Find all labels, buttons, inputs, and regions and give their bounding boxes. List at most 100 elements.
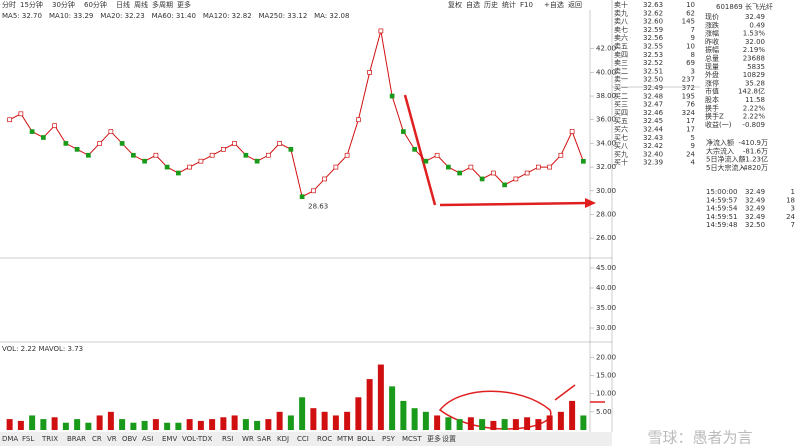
indicator-tab[interactable]: VR xyxy=(107,435,117,443)
tab[interactable]: 60分钟 xyxy=(84,0,107,9)
book-price: 32.59 xyxy=(643,26,663,34)
volume-bar xyxy=(512,419,519,430)
y-tick-label: 5.00 xyxy=(596,408,612,416)
quote-label: 市值 xyxy=(705,87,719,96)
trade-price: 32.49 xyxy=(745,196,765,204)
book-volume: 69 xyxy=(686,59,695,67)
candle xyxy=(378,28,384,34)
tab[interactable]: 历史 xyxy=(484,0,498,9)
low-label: 28.63 xyxy=(308,203,328,211)
tab[interactable]: 15分钟 xyxy=(20,0,43,9)
book-label: 卖六 xyxy=(614,33,628,42)
book-label: 买五 xyxy=(614,117,628,125)
volume-bar xyxy=(231,415,238,430)
tab[interactable]: 更多 xyxy=(177,0,191,9)
book-label: 卖二 xyxy=(614,67,628,75)
candle xyxy=(41,135,46,140)
y-tick-label: 34.00 xyxy=(596,139,616,147)
indicator-tab[interactable]: OBV xyxy=(122,435,137,443)
tab[interactable]: 返回 xyxy=(568,1,582,9)
candle xyxy=(401,129,406,134)
book-volume: 10 xyxy=(686,1,695,9)
book-volume: 324 xyxy=(682,109,696,117)
indicator-tab[interactable]: ROC xyxy=(317,435,332,443)
flow-label: 大宗流入 xyxy=(706,146,734,155)
book-price: 32.40 xyxy=(643,150,663,158)
indicator-tab[interactable]: EMV xyxy=(162,435,177,443)
book-label: 卖一 xyxy=(614,76,628,84)
volume-bar xyxy=(62,422,69,430)
quote-label: 股本 xyxy=(705,95,719,104)
tab[interactable]: 复权 xyxy=(448,0,462,9)
candle xyxy=(524,170,530,176)
tab[interactable]: 统计 xyxy=(502,0,516,9)
tab[interactable]: F10 xyxy=(520,1,533,9)
quote-label: 现量 xyxy=(705,63,719,71)
volume-bar xyxy=(321,411,328,430)
indicator-tab[interactable]: MCST xyxy=(402,435,422,443)
indicator-tab[interactable]: CCI xyxy=(297,435,309,443)
quote-label: 总量 xyxy=(705,54,719,63)
indicator-tab[interactable]: FSL xyxy=(22,435,34,443)
candle xyxy=(153,152,159,158)
book-label: 买六 xyxy=(614,125,628,134)
volume-bar xyxy=(580,415,587,430)
indicator-tab[interactable]: DMA xyxy=(2,435,18,443)
flow-value: -1.23亿 xyxy=(743,155,768,164)
indicator-tab[interactable]: PSY xyxy=(382,435,396,443)
y-tick-label: 30.00 xyxy=(596,324,616,332)
indicator-tab[interactable]: KDJ xyxy=(277,435,289,443)
candle xyxy=(344,152,350,158)
candle xyxy=(243,152,249,158)
book-label: 买九 xyxy=(614,149,628,158)
tab[interactable]: 分时 xyxy=(2,0,16,9)
indicator-tab[interactable]: 设置 xyxy=(442,434,456,443)
tab[interactable]: 30分钟 xyxy=(52,0,75,9)
indicator-tab[interactable]: RSI xyxy=(222,435,233,443)
tab[interactable]: 日线 xyxy=(116,0,130,9)
candle xyxy=(119,141,125,146)
book-volume: 8 xyxy=(691,51,695,59)
volume-bar xyxy=(141,420,148,430)
quote-label: 振幅 xyxy=(705,45,719,54)
annotation-arrow xyxy=(403,94,591,207)
indicator-tab[interactable]: MTM xyxy=(337,435,353,443)
volume-bar xyxy=(366,379,373,430)
y-tick-label: 30.00 xyxy=(596,187,616,195)
book-price: 32.63 xyxy=(643,1,663,9)
candle xyxy=(97,141,102,146)
candle xyxy=(569,129,575,134)
book-price: 32.60 xyxy=(643,18,663,26)
indicator-tab[interactable]: VOL-TDX xyxy=(182,435,213,443)
indicator-tab[interactable]: 更多 xyxy=(427,434,441,443)
indicator-tab[interactable]: WR xyxy=(242,435,254,443)
trade-price: 32.49 xyxy=(745,188,765,196)
indicator-tab[interactable]: SAR xyxy=(257,435,271,443)
indicator-tab[interactable]: BRAR xyxy=(67,435,86,443)
tab[interactable]: 多周期 xyxy=(152,0,173,9)
volume-bar xyxy=(479,419,486,430)
tab[interactable]: 自选 xyxy=(466,0,480,9)
book-price: 32.49 xyxy=(643,84,663,92)
ma-legend: MA20: 32.23 xyxy=(100,12,144,20)
book-volume: 145 xyxy=(682,18,695,26)
trade-volume: 3 xyxy=(791,205,795,213)
trade-volume: 1 xyxy=(791,188,795,196)
tab[interactable]: 周线 xyxy=(134,0,148,9)
volume-bar xyxy=(467,417,474,430)
candle xyxy=(187,164,192,170)
book-volume: 9 xyxy=(691,142,695,150)
indicator-tab[interactable]: TRIX xyxy=(41,435,58,443)
volume-bar xyxy=(254,420,261,430)
indicator-tab[interactable]: CR xyxy=(92,435,102,443)
quote-value: 11.58 xyxy=(745,96,765,104)
indicator-tab[interactable]: BOLL xyxy=(357,435,375,443)
candle xyxy=(288,146,294,152)
volume-bar xyxy=(164,422,171,430)
tab[interactable]: +自选 xyxy=(544,0,564,9)
volume-bar xyxy=(152,419,159,430)
indicator-tab[interactable]: ASI xyxy=(142,435,153,443)
candle xyxy=(29,129,35,134)
ma-legend: MA250: 33.12 xyxy=(259,12,308,20)
